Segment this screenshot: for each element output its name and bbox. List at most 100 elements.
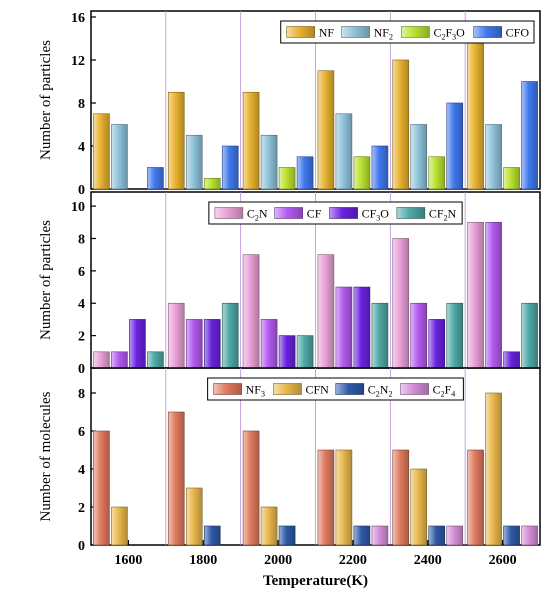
y-tick-label: 2 xyxy=(78,330,85,345)
bar xyxy=(278,167,296,190)
legend-swatch xyxy=(329,207,358,219)
bar xyxy=(503,167,520,190)
y-tick-label: 6 xyxy=(78,265,85,280)
bar xyxy=(147,351,164,369)
x-axis-label: Temperature(K) xyxy=(263,573,368,589)
legend-swatch xyxy=(396,207,426,219)
bar xyxy=(278,335,296,369)
bar xyxy=(335,286,353,369)
legend-entry: C2N2 xyxy=(368,383,393,399)
bar xyxy=(410,468,428,546)
legend-entry: CF xyxy=(307,207,322,221)
bar xyxy=(242,430,260,546)
y-tick-label: 2 xyxy=(78,501,85,516)
bar xyxy=(335,449,353,546)
bar xyxy=(147,167,164,190)
legend-swatch xyxy=(400,383,429,395)
bar xyxy=(296,156,314,190)
x-tick-label: 2400 xyxy=(414,553,442,568)
bar xyxy=(428,525,446,546)
y-axis-label: Number of molecules xyxy=(38,391,54,521)
legend-entry: NF3 xyxy=(246,383,265,399)
bar xyxy=(521,302,538,369)
bar xyxy=(428,156,446,190)
bar xyxy=(111,506,128,546)
y-tick-label: 16 xyxy=(71,11,85,26)
legend-swatch xyxy=(214,207,244,219)
bar xyxy=(185,319,203,369)
y-axis-label: Number of particles xyxy=(38,220,54,340)
legend-swatch xyxy=(335,383,365,395)
y-tick-label: 4 xyxy=(78,140,85,155)
y-tick-label: 8 xyxy=(78,232,85,247)
bar xyxy=(503,525,520,546)
bar xyxy=(446,525,464,546)
bar xyxy=(371,145,389,190)
bar xyxy=(167,302,185,369)
bar xyxy=(353,525,371,546)
bar xyxy=(93,113,110,190)
bar xyxy=(392,449,410,546)
y-tick-label: 0 xyxy=(78,362,85,377)
x-tick-label: 1600 xyxy=(114,553,142,568)
bar xyxy=(260,134,278,190)
legend-entry: CFN xyxy=(305,383,329,397)
legend-swatch xyxy=(213,383,242,395)
bar xyxy=(485,124,502,190)
bar xyxy=(296,335,314,369)
y-tick-label: 4 xyxy=(78,463,85,478)
bar xyxy=(467,449,484,546)
bar xyxy=(167,91,185,190)
bar xyxy=(317,254,335,369)
legend-swatch xyxy=(273,383,302,395)
bar xyxy=(521,525,538,546)
bar xyxy=(278,525,296,546)
bar xyxy=(317,449,335,546)
bar xyxy=(353,286,371,369)
legend-entry: CF3O xyxy=(362,207,390,223)
bar xyxy=(485,221,502,369)
legend-swatch xyxy=(473,26,502,38)
bar xyxy=(428,319,446,369)
bar xyxy=(410,302,428,369)
legend-swatch xyxy=(341,26,370,38)
bar xyxy=(185,134,203,190)
bar xyxy=(317,70,335,190)
legend-entry: C2N xyxy=(247,207,268,223)
bar xyxy=(111,124,128,190)
legend-entry: CF2N xyxy=(429,207,457,223)
bar xyxy=(242,91,260,190)
bar xyxy=(260,506,278,546)
y-tick-label: 4 xyxy=(78,297,85,312)
legend-entry: C2F4 xyxy=(433,383,456,399)
y-tick-label: 8 xyxy=(78,387,85,402)
x-tick-label: 1800 xyxy=(189,553,217,568)
legend-swatch xyxy=(286,26,316,38)
y-tick-label: 0 xyxy=(78,539,85,554)
bar xyxy=(446,102,464,190)
legend-entry: C2F3O xyxy=(433,26,465,42)
bar xyxy=(93,351,110,369)
legend-entry: NF2 xyxy=(374,26,393,42)
bar xyxy=(221,145,239,190)
bar xyxy=(503,351,520,369)
legend-entry: NF xyxy=(319,26,335,40)
bar xyxy=(446,302,464,369)
bar xyxy=(260,319,278,369)
x-tick-label: 2200 xyxy=(339,553,367,568)
bar xyxy=(242,254,260,369)
bar xyxy=(111,351,128,369)
bar xyxy=(203,319,221,369)
y-tick-label: 8 xyxy=(78,97,85,112)
legend-swatch xyxy=(401,26,430,38)
bar xyxy=(221,302,239,369)
bar xyxy=(392,238,410,369)
bar xyxy=(203,525,221,546)
x-tick-label: 2000 xyxy=(264,553,292,568)
y-tick-label: 0 xyxy=(78,183,85,198)
y-axis-label: Number of particles xyxy=(38,40,54,160)
bar xyxy=(371,302,389,369)
legend-entry: CFO xyxy=(506,26,530,40)
legend-swatch xyxy=(274,207,304,219)
